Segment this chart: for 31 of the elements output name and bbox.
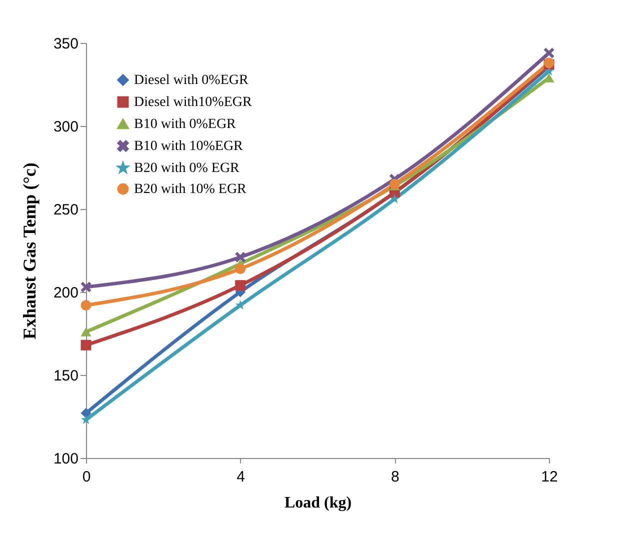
point	[390, 194, 400, 204]
x-tick-label: 4	[236, 468, 246, 486]
legend-label: B10 with 10%EGR	[134, 139, 244, 154]
legend-label: Diesel with 0%EGR	[134, 73, 249, 88]
y-tick-label: 150	[53, 368, 78, 384]
y-tick-label: 300	[53, 118, 78, 136]
y-axis-title: Exhaust Gas Temp (°c)	[19, 162, 40, 340]
point	[80, 300, 92, 311]
point	[544, 48, 554, 58]
point	[80, 282, 92, 292]
point	[80, 327, 92, 336]
point	[235, 252, 246, 262]
y-tick-label: 100	[53, 450, 78, 468]
y-tick-label: 350	[53, 36, 78, 52]
point	[80, 340, 92, 350]
y-tick-label: 200	[53, 284, 78, 302]
x-tick-label: 8	[390, 468, 400, 486]
x-tick-label: 0	[82, 468, 91, 486]
y-tick-label: 250	[53, 202, 78, 218]
point	[235, 300, 246, 310]
point	[389, 178, 400, 190]
legend-label: B10 with 0%EGR	[134, 117, 237, 132]
x-tick-label: 12	[541, 468, 558, 486]
x-axis-title: Load (kg)	[284, 494, 352, 512]
legend-label: Diesel with10%EGR	[134, 95, 252, 110]
point	[235, 264, 246, 274]
legend-label: B20 with 0% EGR	[134, 161, 240, 176]
legend-label: B20 with 10% EGR	[134, 182, 248, 197]
point	[81, 414, 91, 424]
point	[80, 408, 92, 418]
point	[235, 280, 246, 291]
